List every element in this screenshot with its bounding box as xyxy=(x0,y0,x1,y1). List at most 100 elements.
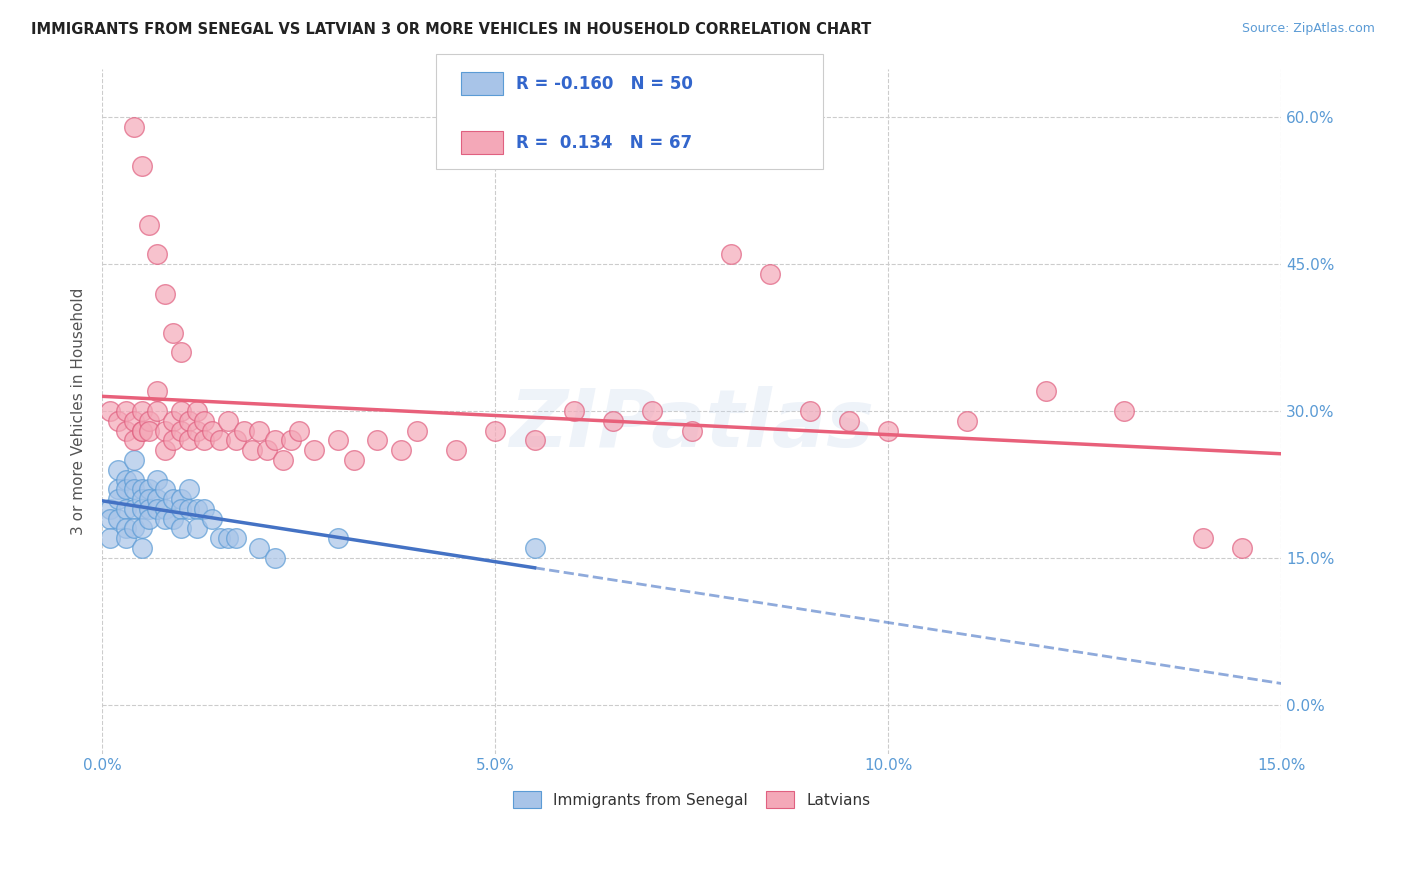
Point xyxy=(162,492,184,507)
Point xyxy=(170,404,193,418)
Point xyxy=(326,434,349,448)
Point xyxy=(122,473,145,487)
Point xyxy=(271,453,294,467)
Text: ZIPatlas: ZIPatlas xyxy=(509,385,875,464)
Point xyxy=(146,384,169,399)
Point xyxy=(240,443,263,458)
Point xyxy=(720,247,742,261)
Point xyxy=(114,473,136,487)
Point xyxy=(177,501,200,516)
Point xyxy=(114,483,136,497)
Point xyxy=(138,414,160,428)
Point xyxy=(107,492,129,507)
Point xyxy=(131,424,153,438)
Point xyxy=(201,511,224,525)
Y-axis label: 3 or more Vehicles in Household: 3 or more Vehicles in Household xyxy=(72,287,86,534)
Point xyxy=(217,414,239,428)
Point xyxy=(186,501,208,516)
Point xyxy=(146,404,169,418)
Point xyxy=(287,424,309,438)
Point xyxy=(249,541,271,555)
Point xyxy=(114,501,136,516)
Point xyxy=(343,453,366,467)
Point xyxy=(122,453,145,467)
Text: Source: ZipAtlas.com: Source: ZipAtlas.com xyxy=(1241,22,1375,36)
Point xyxy=(131,424,153,438)
Point xyxy=(138,511,160,525)
Point xyxy=(162,414,184,428)
Point xyxy=(153,483,176,497)
Point xyxy=(602,414,624,428)
Point xyxy=(131,541,153,555)
Point xyxy=(956,414,979,428)
Point xyxy=(209,434,232,448)
Point xyxy=(799,404,821,418)
Point xyxy=(256,443,278,458)
Point xyxy=(138,218,160,232)
Point xyxy=(444,443,467,458)
Point xyxy=(193,414,215,428)
Point xyxy=(681,424,703,438)
Point xyxy=(264,550,287,565)
Point xyxy=(98,501,121,516)
Point xyxy=(122,483,145,497)
Point xyxy=(146,492,169,507)
Point xyxy=(186,404,208,418)
Point xyxy=(249,424,271,438)
Point xyxy=(153,501,176,516)
Point xyxy=(122,501,145,516)
Point xyxy=(131,492,153,507)
Point xyxy=(838,414,860,428)
Point xyxy=(153,424,176,438)
Point xyxy=(877,424,900,438)
Point xyxy=(146,501,169,516)
Point xyxy=(304,443,326,458)
Point xyxy=(122,414,145,428)
Point xyxy=(366,434,388,448)
Text: R =  0.134   N = 67: R = 0.134 N = 67 xyxy=(516,134,692,152)
Point xyxy=(153,286,176,301)
Point xyxy=(114,424,136,438)
Point xyxy=(107,483,129,497)
Point xyxy=(131,160,153,174)
Point xyxy=(153,443,176,458)
Point xyxy=(484,424,506,438)
Point xyxy=(209,531,232,545)
Point xyxy=(1035,384,1057,399)
Point xyxy=(131,521,153,535)
Point xyxy=(98,531,121,545)
Point xyxy=(186,521,208,535)
Point xyxy=(186,424,208,438)
Point xyxy=(217,531,239,545)
Point xyxy=(170,345,193,359)
Point xyxy=(98,404,121,418)
Point xyxy=(225,531,247,545)
Text: R = -0.160   N = 50: R = -0.160 N = 50 xyxy=(516,75,693,93)
Point xyxy=(1114,404,1136,418)
Point xyxy=(98,511,121,525)
Point xyxy=(177,434,200,448)
Point xyxy=(138,492,160,507)
Point xyxy=(201,424,224,438)
Text: IMMIGRANTS FROM SENEGAL VS LATVIAN 3 OR MORE VEHICLES IN HOUSEHOLD CORRELATION C: IMMIGRANTS FROM SENEGAL VS LATVIAN 3 OR … xyxy=(31,22,872,37)
Point xyxy=(170,492,193,507)
Point xyxy=(193,434,215,448)
Point xyxy=(389,443,412,458)
Point xyxy=(162,326,184,340)
Point xyxy=(405,424,427,438)
Point xyxy=(1191,531,1213,545)
Point xyxy=(280,434,302,448)
Point xyxy=(177,483,200,497)
Point xyxy=(146,473,169,487)
Point xyxy=(177,414,200,428)
Point xyxy=(122,434,145,448)
Point xyxy=(162,434,184,448)
Point xyxy=(138,424,160,438)
Point xyxy=(562,404,585,418)
Point xyxy=(759,267,782,281)
Point xyxy=(232,424,254,438)
Point xyxy=(138,501,160,516)
Point xyxy=(193,501,215,516)
Point xyxy=(523,434,546,448)
Point xyxy=(122,521,145,535)
